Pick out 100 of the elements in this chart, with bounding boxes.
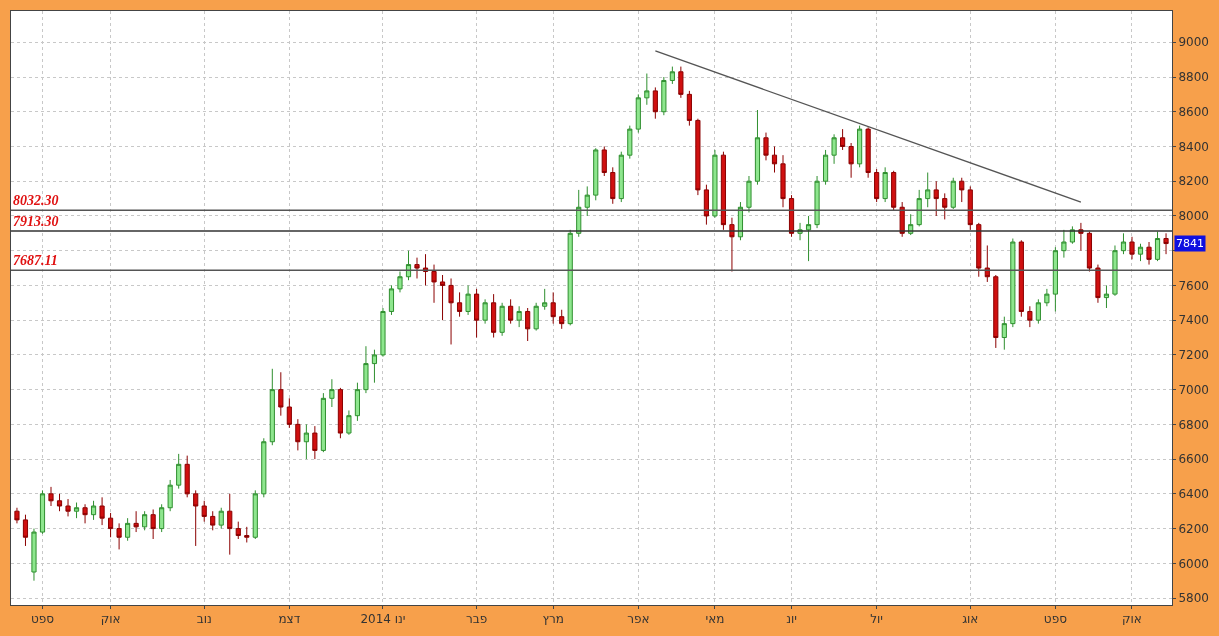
annotation: 7841 xyxy=(1176,237,1204,250)
candlestick xyxy=(1035,298,1041,325)
candlestick xyxy=(193,489,199,547)
candlestick xyxy=(567,229,573,326)
candlestick xyxy=(516,305,522,328)
candlestick xyxy=(720,151,727,231)
candlestick xyxy=(397,271,403,293)
x-tick-label: מרץ xyxy=(542,612,564,627)
candlestick xyxy=(159,503,165,533)
candlestick xyxy=(73,502,80,519)
candlestick xyxy=(14,507,20,524)
x-tick-label: דצמ xyxy=(278,612,301,627)
candlestick xyxy=(1052,246,1058,312)
candlestick xyxy=(993,274,999,349)
candlestick xyxy=(235,521,241,540)
candlestick xyxy=(950,177,956,210)
y-tick-label: 7600 xyxy=(1178,278,1209,293)
y-tick-label: 6200 xyxy=(1178,521,1209,536)
candlestick xyxy=(176,453,182,490)
candlestick xyxy=(976,222,982,278)
candlestick xyxy=(831,133,837,165)
candlestick xyxy=(754,109,761,186)
candlestick xyxy=(712,149,718,219)
candlestick xyxy=(474,288,480,339)
candlestick xyxy=(218,507,224,530)
candlestick xyxy=(363,345,369,394)
candlestick xyxy=(848,142,854,179)
candlestick xyxy=(337,387,343,439)
candlestick xyxy=(882,166,888,203)
candlestick xyxy=(635,93,641,134)
candlestick xyxy=(414,257,420,279)
candlestick xyxy=(899,201,905,238)
x-tick-label: אוג xyxy=(962,612,979,627)
y-tick-label: 6800 xyxy=(1178,417,1209,432)
candlestick xyxy=(661,76,667,116)
candlestick xyxy=(142,510,148,531)
candlestick xyxy=(261,437,267,498)
candlestick xyxy=(269,368,275,446)
candlestick xyxy=(354,382,361,422)
candlestick xyxy=(184,455,190,498)
candlestick xyxy=(746,175,752,213)
y-tick-label: 7400 xyxy=(1178,313,1209,328)
x-tick-label: יונ xyxy=(786,612,797,627)
y-tick-label: 7200 xyxy=(1178,348,1209,363)
candlestick xyxy=(610,166,616,205)
candlestick xyxy=(508,298,514,325)
candlestick xyxy=(686,90,692,127)
candlestick xyxy=(56,493,63,512)
candlestick xyxy=(627,125,633,160)
candlestick xyxy=(1112,244,1118,297)
candlestick xyxy=(1137,243,1144,262)
candlestick xyxy=(967,185,973,231)
candlestick xyxy=(227,493,233,556)
candlestick xyxy=(303,423,309,460)
candlestick xyxy=(99,496,105,526)
y-tick-label: 8400 xyxy=(1178,139,1209,154)
candlestick xyxy=(125,517,131,542)
candlestick xyxy=(320,392,326,453)
candlestick xyxy=(380,307,386,358)
x-tick-label: אוק xyxy=(1122,612,1142,627)
candlestick xyxy=(584,185,590,217)
y-tick-label: 8000 xyxy=(1178,209,1209,224)
candlestick xyxy=(22,514,29,547)
candlestick xyxy=(669,66,675,85)
candlestick xyxy=(371,349,378,384)
candlestick xyxy=(422,253,429,286)
candlestick xyxy=(465,284,471,316)
candlestick xyxy=(1001,316,1007,351)
y-tick-label: 6000 xyxy=(1178,556,1209,571)
candlestick xyxy=(150,508,156,540)
candlestick xyxy=(39,489,46,535)
candlestick xyxy=(346,409,352,436)
candlestick xyxy=(618,151,624,203)
candlestick xyxy=(201,500,207,523)
candlestick xyxy=(652,86,658,120)
candlestick xyxy=(695,118,701,196)
y-tick-label: 6400 xyxy=(1178,487,1209,502)
candlestick xyxy=(593,147,599,201)
candlestick xyxy=(542,288,548,311)
x-tick-label: נוב xyxy=(196,612,212,627)
candlestick xyxy=(448,277,454,345)
candlestick xyxy=(1154,231,1161,262)
candlestick xyxy=(788,194,795,238)
x-tick-label: ינו 2014 xyxy=(360,612,406,627)
candlestick xyxy=(559,309,565,330)
candlestick xyxy=(90,500,97,521)
candlestick xyxy=(1044,288,1050,307)
candlestick xyxy=(65,498,71,517)
candlestick xyxy=(286,397,292,429)
candlestick xyxy=(874,168,880,203)
y-tick-label: 5800 xyxy=(1178,591,1209,606)
y-tick-label: 9000 xyxy=(1178,35,1209,50)
candlestick xyxy=(31,528,37,582)
candlestick xyxy=(244,526,250,543)
x-tick-label: אוק xyxy=(100,612,121,627)
candlestick xyxy=(278,371,284,417)
candlestick xyxy=(82,503,88,524)
candlestick xyxy=(729,217,735,273)
candlestick xyxy=(1120,232,1127,255)
candlestick xyxy=(959,177,965,203)
